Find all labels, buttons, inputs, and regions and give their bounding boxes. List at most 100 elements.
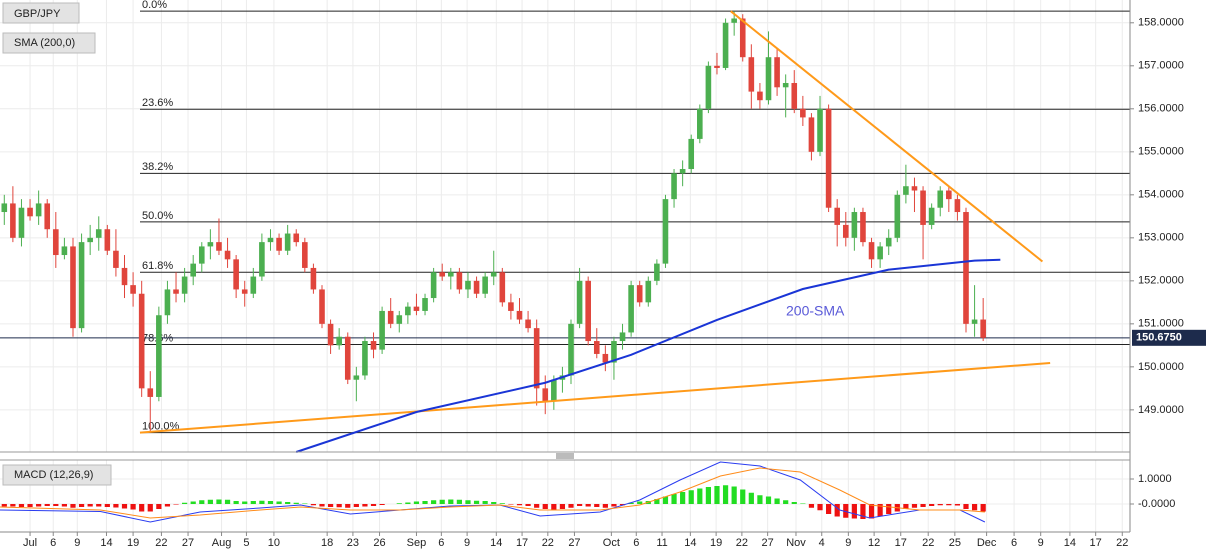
x-tick-label: 6 (633, 537, 639, 549)
candle-body (602, 353, 609, 363)
histogram-bar (843, 504, 849, 518)
histogram-bar (568, 504, 574, 508)
candle-body (868, 242, 875, 260)
histogram-bar (53, 504, 59, 506)
histogram-bar (413, 501, 420, 504)
histogram-bar (259, 500, 265, 504)
histogram-bar (121, 504, 128, 509)
y-tick-label: 157.0000 (1138, 60, 1184, 72)
sma-line (295, 258, 1001, 453)
candle-body (422, 298, 428, 311)
histogram-bar (508, 504, 514, 505)
fib-label: 38.2% (142, 161, 173, 173)
y-tick-label: 158.0000 (1138, 17, 1184, 29)
histogram-bar (765, 496, 772, 504)
candle-body (551, 379, 557, 402)
histogram-bar (370, 504, 377, 506)
candle-body (782, 83, 789, 88)
candle-body (593, 341, 600, 354)
y-tick-label: 153.0000 (1138, 232, 1184, 244)
candle-body (147, 388, 154, 397)
x-tick-label: 14 (490, 537, 502, 549)
candle-body (344, 336, 351, 380)
candle-body (241, 289, 248, 294)
candle-body (765, 57, 772, 101)
x-tick-label: 19 (127, 537, 139, 549)
histogram-bar (327, 504, 334, 507)
candle-body (61, 246, 68, 256)
y-tick-label: -0.0000 (1138, 498, 1175, 510)
histogram-bar (96, 504, 102, 507)
macd-line (0, 461, 986, 523)
candle-body (834, 207, 840, 225)
candle-body (568, 323, 574, 376)
histogram-bar (250, 501, 256, 504)
candle-body (911, 186, 918, 191)
histogram-bar (345, 504, 351, 508)
histogram-bar (405, 502, 411, 504)
histogram-bar (602, 504, 608, 508)
histogram-bar (336, 504, 342, 508)
x-tick-label: 14 (1064, 537, 1076, 549)
candle-body (396, 315, 403, 324)
histogram-bar (491, 502, 497, 504)
x-tick-label: 27 (762, 537, 774, 549)
x-tick-label: 12 (868, 537, 880, 549)
histogram-bar (499, 503, 505, 504)
histogram-bar (465, 500, 471, 504)
candle-body (302, 242, 308, 268)
x-tick-label: 27 (568, 537, 580, 549)
candle-body (860, 212, 866, 243)
macd-line (0, 467, 985, 519)
histogram-bar (877, 504, 883, 517)
candle-body (319, 289, 325, 324)
candle-body (190, 263, 196, 277)
legend-box[interactable] (2, 32, 96, 54)
histogram-bar (671, 494, 677, 504)
candle-body (748, 57, 755, 92)
candle-body (894, 194, 901, 238)
legend-box[interactable] (2, 464, 112, 486)
histogram-bar (267, 501, 274, 504)
candle-body (739, 18, 746, 58)
histogram-bar (817, 504, 823, 511)
x-tick-label: 22 (736, 537, 748, 549)
candle-body (963, 212, 969, 324)
y-tick-label: 150.0000 (1138, 361, 1184, 373)
histogram-bar (233, 501, 239, 504)
candle-body (53, 229, 59, 256)
histogram-bar (774, 498, 780, 504)
candle-body (456, 272, 463, 290)
candle-body (688, 138, 695, 170)
annotation: 200-SMA (786, 303, 845, 319)
histogram-bar (886, 504, 892, 514)
histogram-bar (396, 503, 402, 504)
histogram-bar (448, 499, 454, 504)
candle-body (207, 242, 214, 247)
candle-body (705, 65, 712, 109)
x-tick-label: 17 (1090, 537, 1102, 549)
histogram-bar (139, 504, 145, 512)
x-tick-label: 11 (656, 537, 667, 549)
candle-body (198, 246, 205, 264)
histogram-bar (714, 486, 720, 504)
candle-body (645, 280, 652, 303)
panel-handle[interactable] (556, 453, 574, 459)
histogram-bar (851, 504, 857, 519)
candle-body (714, 65, 720, 68)
candle-body (611, 341, 617, 363)
y-tick-label: 1.0000 (1138, 473, 1172, 485)
histogram-bar (242, 501, 248, 504)
histogram-bar (576, 504, 583, 506)
candle-body (482, 276, 488, 294)
last-price-label: 150.6750 (1136, 332, 1182, 344)
candle-body (800, 108, 806, 118)
candle-body (18, 207, 25, 238)
histogram-bar (78, 504, 85, 507)
x-tick-label: 17 (895, 537, 907, 549)
legend-box[interactable] (2, 2, 80, 24)
candle-body (885, 237, 892, 247)
x-tick-label: 17 (516, 537, 528, 549)
histogram-bar (551, 504, 557, 510)
